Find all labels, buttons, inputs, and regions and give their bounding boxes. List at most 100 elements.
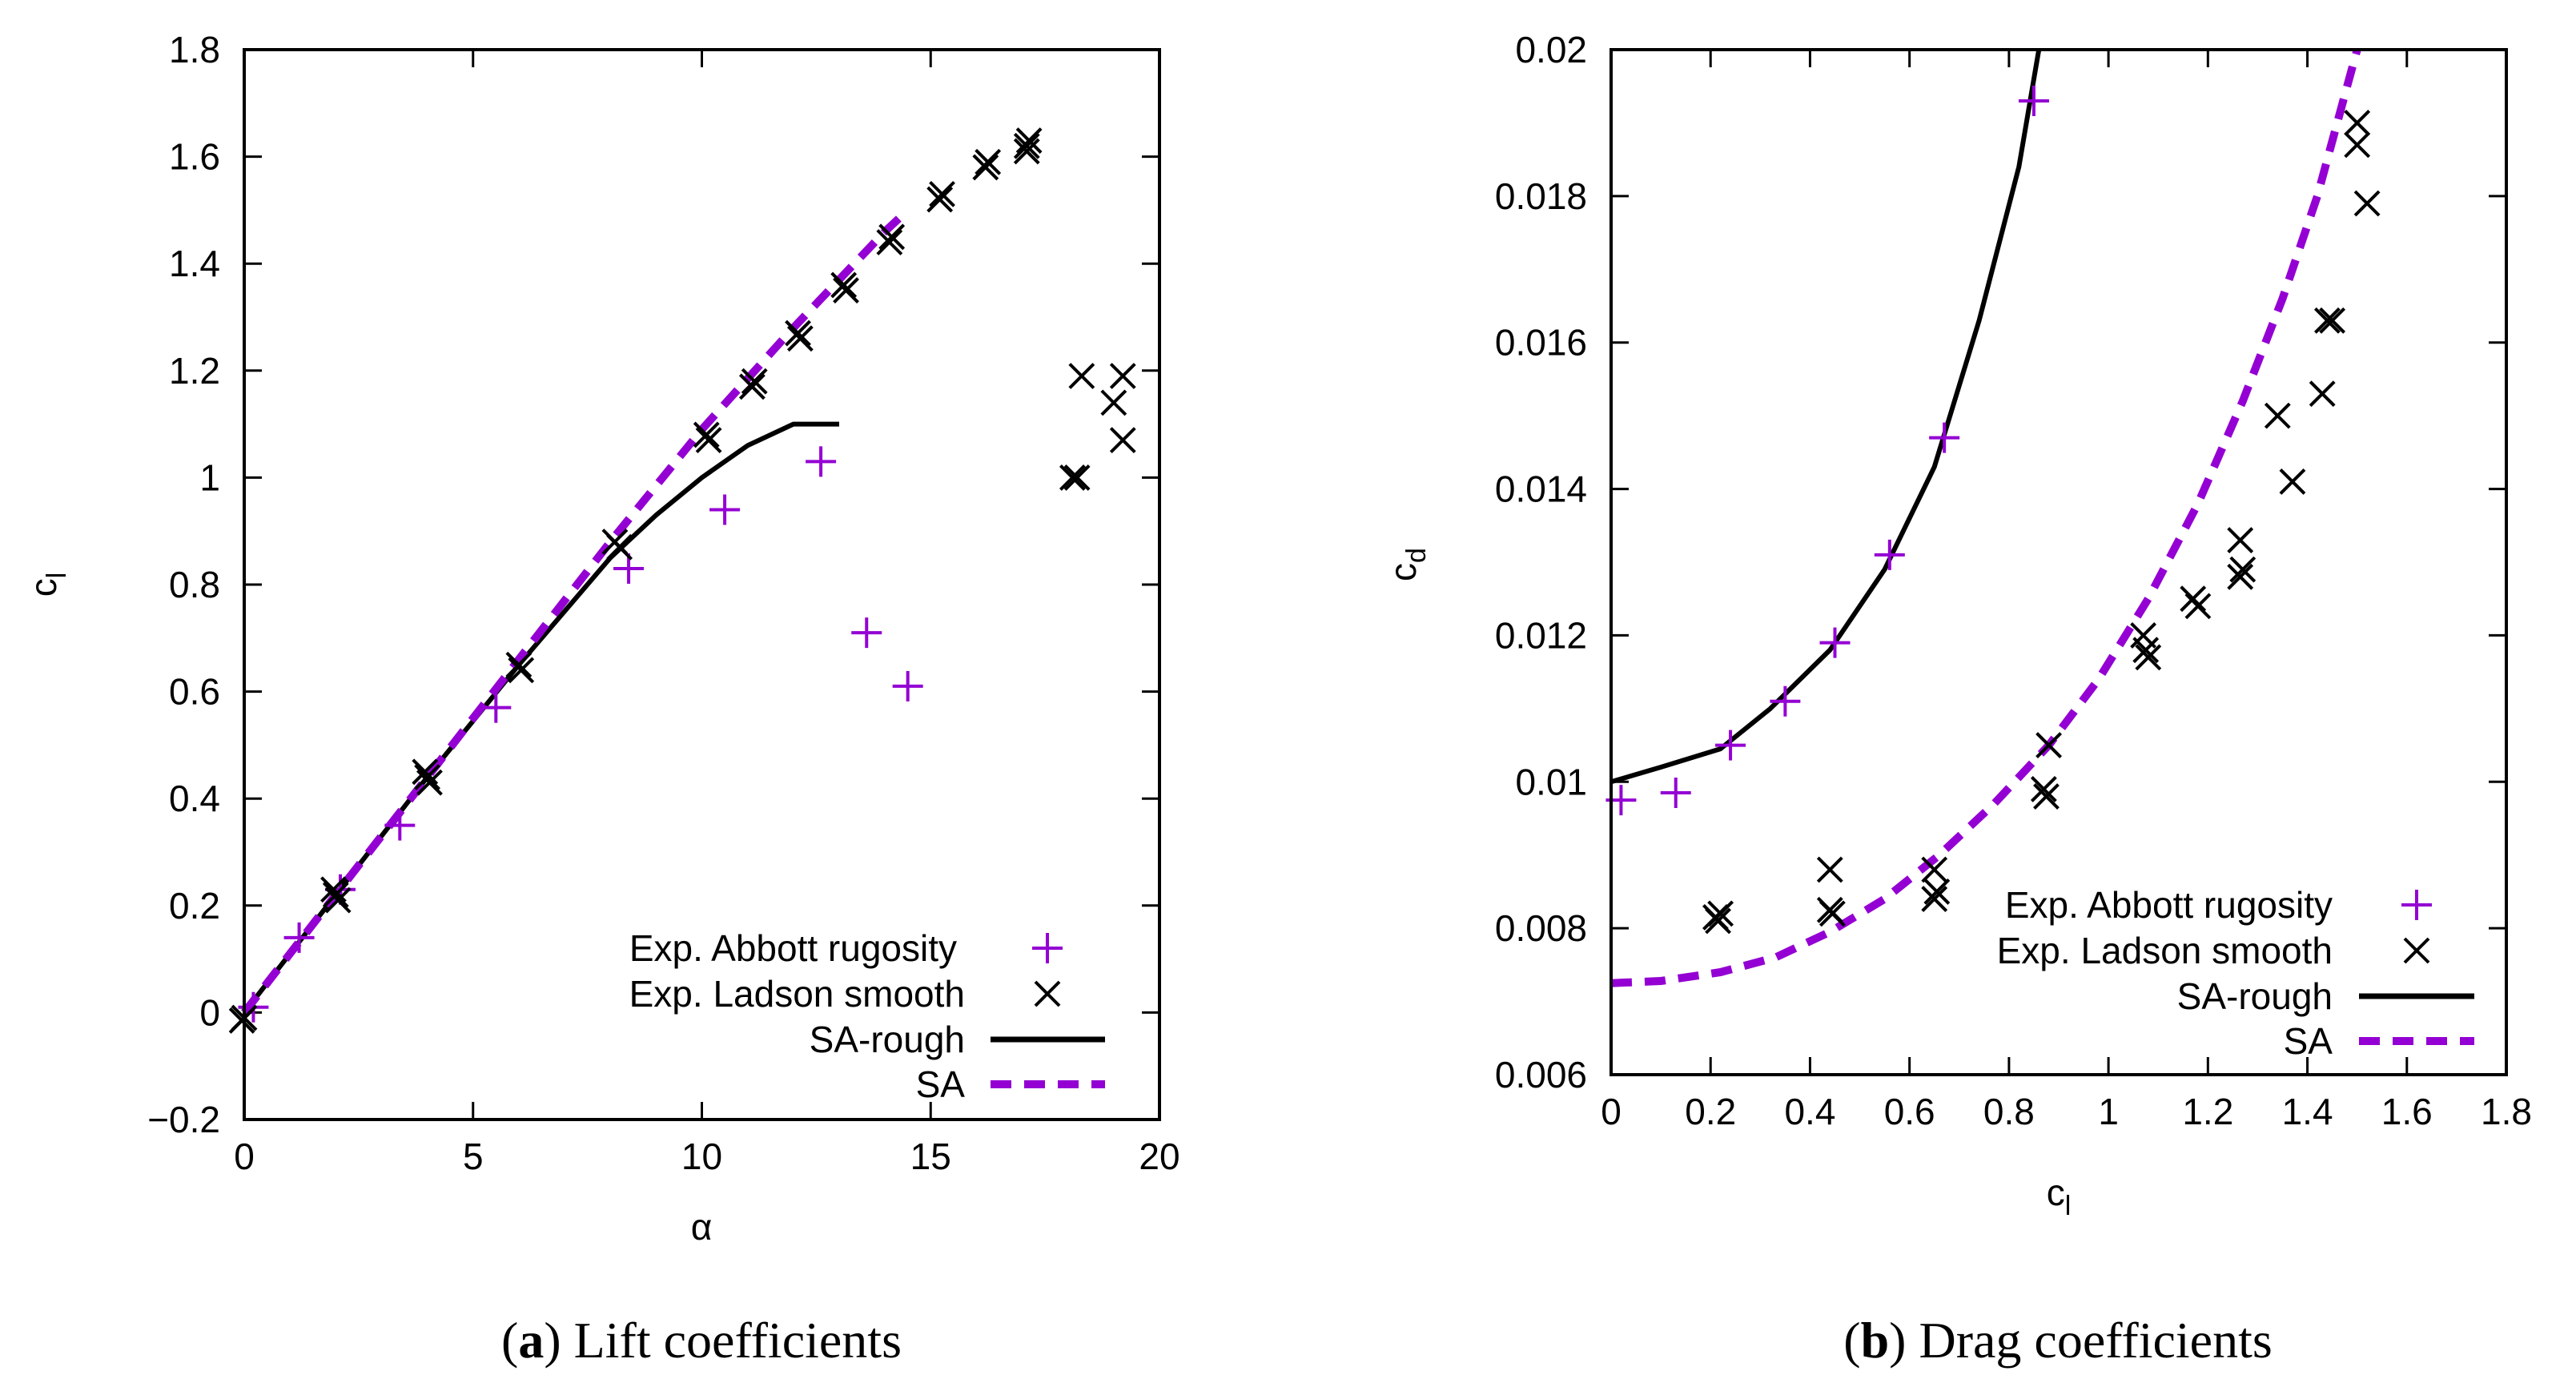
- drag-abbott-point: [1819, 627, 1851, 658]
- drag-y-axis-label-main: c: [1382, 563, 1424, 581]
- drag-y-tick-label: 0.018: [1495, 175, 1587, 217]
- lift-y-tick-label: 1.6: [169, 136, 220, 178]
- lift-y-tick-label: 1: [199, 456, 220, 498]
- drag-ladson-point: [2313, 307, 2341, 334]
- lift-x-tick-label: 5: [463, 1136, 484, 1177]
- drag-ladson-point: [2344, 131, 2371, 159]
- drag-ladson-point: [2035, 732, 2062, 758]
- drag-ladson-point: [2135, 644, 2162, 671]
- drag-legend-label-ladson: Exp. Ladson smooth: [1997, 930, 2333, 971]
- drag-x-tick-label: 1.2: [2182, 1091, 2233, 1132]
- lift-y-axis-label-main: c: [22, 578, 64, 597]
- drag-x-tick-label: 1.4: [2282, 1091, 2333, 1132]
- lift-legend-cross: [1034, 980, 1061, 1007]
- lift-ladson-point: [833, 277, 859, 304]
- lift-legend-plus-marker: [1032, 933, 1063, 963]
- lift-ladson-point: [926, 186, 954, 213]
- lift-caption-label: a: [518, 1312, 544, 1369]
- lift-legend-plus: [1032, 933, 1063, 963]
- lift-ladson-point: [412, 758, 439, 786]
- lift-y-tick-label: 1.4: [169, 243, 220, 284]
- lift-ladson-point: [1063, 464, 1091, 491]
- lift-ladson-point: [228, 1007, 255, 1034]
- drag-ladson-point: [1923, 878, 1951, 905]
- drag-x-tick-label: 0.2: [1685, 1091, 1736, 1132]
- lift-legend-label-sa: SA: [916, 1063, 966, 1105]
- drag-ladson-point: [1921, 856, 1948, 883]
- drag-ladson-point: [2229, 556, 2257, 583]
- lift-x-tick-label: 0: [234, 1136, 255, 1177]
- drag-x-tick-label: 0.8: [1983, 1091, 2035, 1132]
- lift-legend-label-ladson: Exp. Ladson smooth: [629, 973, 965, 1015]
- drag-y-tick-label: 0.014: [1495, 468, 1587, 510]
- lift-ladson-point: [785, 320, 811, 347]
- drag-legend: Exp. Abbott rugosity Exp. Ladson smooth …: [1997, 884, 2474, 1062]
- drag-x-tick-label: 1.8: [2481, 1091, 2532, 1132]
- drag-ladson-point: [1707, 900, 1734, 927]
- lift-ladson-point: [606, 533, 633, 561]
- lift-caption-text: Lift coefficients: [561, 1312, 902, 1369]
- lift-y-tick-label: 0: [199, 991, 220, 1033]
- lift-abbott-point: [480, 692, 512, 723]
- lift-x-tick-label: 15: [910, 1136, 951, 1177]
- drag-ladson-point: [1816, 856, 1843, 883]
- drag-sa-dashed-line: [1610, 48, 2361, 987]
- drag-abbott-point: [1715, 730, 1746, 761]
- lift-x-axis-label: α: [691, 1206, 713, 1248]
- drag-series: [1605, 48, 2381, 987]
- lift-x-tick-label: 10: [681, 1136, 722, 1177]
- drag-y-tick-labels: 0.006 0.008 0.01 0.012 0.014 0.016 0.018 0.02: [1495, 29, 1587, 1095]
- lift-legend-cross-marker: [1034, 980, 1061, 1007]
- lift-y-tick-label: 0.6: [169, 671, 220, 713]
- drag-y-tick-label: 0.006: [1495, 1054, 1587, 1095]
- drag-y-tick-label: 0.008: [1495, 907, 1587, 949]
- lift-legend-label-abbott: Exp. Abbott rugosity: [629, 927, 957, 969]
- drag-y-axis-label: cd: [1382, 548, 1432, 581]
- lift-x-tick-label: 20: [1139, 1136, 1179, 1177]
- drag-abbott-point: [1874, 539, 1905, 570]
- lift-ladson-point: [1100, 389, 1127, 416]
- drag-y-axis-label-sub: d: [1401, 548, 1432, 563]
- lift-abbott-point: [709, 494, 741, 525]
- lift-ladson-point: [1013, 132, 1040, 159]
- drag-x-axis-label-sub: l: [2065, 1191, 2072, 1221]
- drag-ladson-point: [1705, 907, 1731, 935]
- lift-abbott-point: [892, 670, 923, 702]
- lift-abbott-point: [283, 922, 315, 953]
- lift-sa-rough-solid-line: [242, 421, 839, 1015]
- lift-legend-label-sa-rough: SA-rough: [810, 1019, 965, 1060]
- lift-ladson-point: [1068, 363, 1095, 389]
- lift-ladson-point: [693, 421, 720, 448]
- drag-ladson-point: [2180, 585, 2207, 613]
- lift-ladson-point: [508, 657, 535, 684]
- lift-abbott-point: [806, 446, 837, 477]
- drag-legend-label-abbott: Exp. Abbott rugosity: [2005, 884, 2333, 926]
- lift-ladson-point: [1109, 363, 1136, 389]
- drag-x-tick-labels: 0 0.2 0.4 0.6 0.8 1 1.2 1.4 1.6 1.8: [1601, 1091, 2532, 1132]
- lift-x-tick-labels: 0 5 10 15 20: [234, 1136, 1179, 1177]
- drag-y-tick-label: 0.012: [1495, 614, 1587, 656]
- drag-ladson-point: [2030, 776, 2057, 802]
- drag-ladson-point: [2184, 593, 2212, 620]
- drag-legend-cross: [2403, 937, 2430, 964]
- drag-caption: (b) Drag coefficients: [1843, 1312, 2273, 1369]
- lift-ladson-point: [972, 154, 999, 181]
- svg-text:cl: cl: [22, 573, 72, 597]
- lift-ladson-point: [975, 148, 1002, 175]
- drag-ladson-point: [2132, 637, 2160, 664]
- lift-legend: Exp. Abbott rugosity Exp. Ladson smooth …: [629, 927, 1105, 1105]
- drag-ladson-point: [1921, 886, 1948, 912]
- drag-caption-label: b: [1861, 1312, 1890, 1369]
- drag-x-tick-label: 0.4: [1784, 1091, 1835, 1132]
- lift-y-tick-label: 0.2: [169, 885, 220, 927]
- lift-y-tick-label: 0.4: [169, 778, 220, 819]
- lift-plot-frame: [243, 48, 1161, 1121]
- drag-ladson-point: [2227, 527, 2254, 553]
- lift-caption: (a) Lift coefficients: [501, 1312, 902, 1369]
- lift-y-tick-label: −0.2: [147, 1099, 220, 1140]
- lift-ladson-point: [1013, 138, 1040, 165]
- lift-ladson-point: [1059, 464, 1086, 491]
- drag-y-tick-label: 0.016: [1495, 322, 1587, 364]
- drag-abbott-point: [2018, 86, 2049, 116]
